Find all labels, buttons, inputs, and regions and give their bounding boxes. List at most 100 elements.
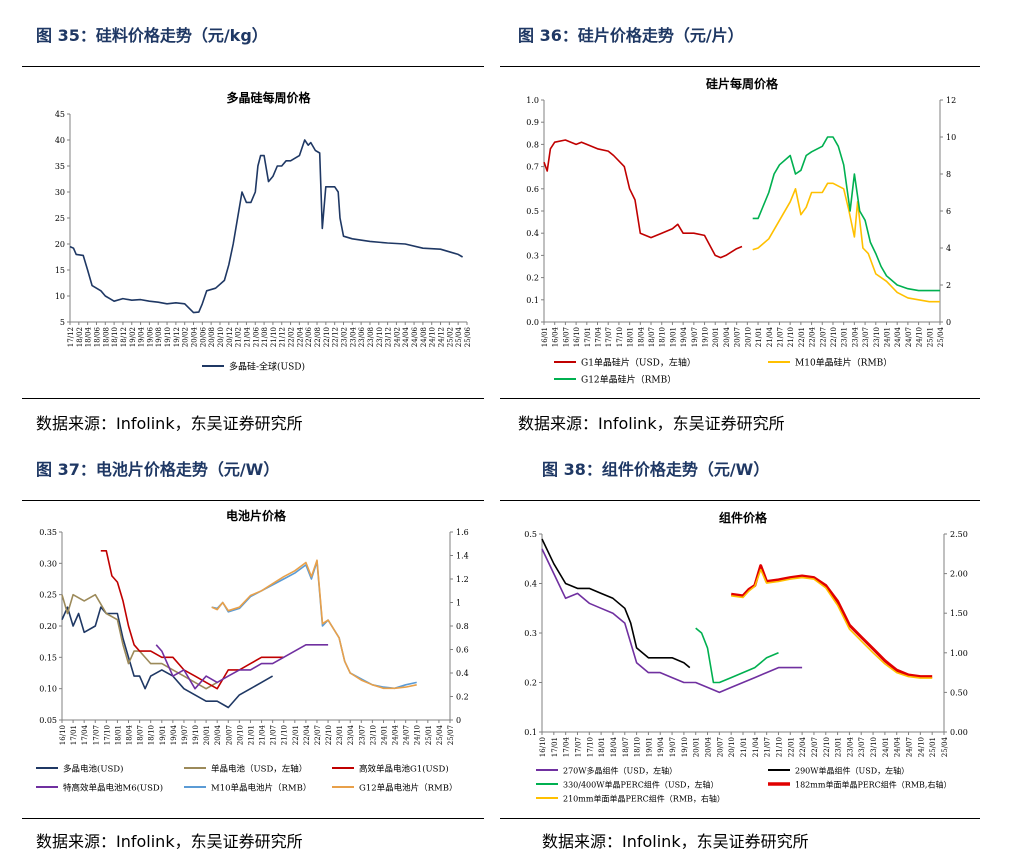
x-tick-label: 23/12 bbox=[385, 327, 393, 347]
x-tick-label: 18/07 bbox=[622, 737, 630, 757]
y2-tick-label: 8 bbox=[946, 170, 951, 179]
legend-label: G12单晶电池片（RMB） bbox=[359, 783, 457, 794]
y2-tick-label: 1.6 bbox=[456, 528, 469, 537]
legend-label: 特高效单晶电池M6(USD) bbox=[63, 783, 163, 794]
x-tick-label: 21/01 bbox=[247, 725, 255, 745]
x-tick-label: 23/01 bbox=[336, 725, 344, 745]
x-tick-label: 17/07 bbox=[574, 737, 582, 757]
x-tick-label: 23/01 bbox=[841, 327, 849, 347]
y-tick-label: 0.3 bbox=[524, 629, 537, 638]
x-tick-label: 17/07 bbox=[605, 327, 613, 347]
x-tick-label: 21/07 bbox=[764, 737, 772, 757]
series-line-1 bbox=[61, 593, 218, 690]
x-tick-label: 22/10 bbox=[323, 327, 331, 347]
x-tick-label: 22/10 bbox=[325, 725, 333, 745]
x-tick-label: 24/01 bbox=[380, 725, 388, 745]
x-tick-label: 19/07 bbox=[691, 327, 699, 347]
source-rule bbox=[500, 398, 980, 399]
x-tick-label: 19/06 bbox=[146, 326, 154, 347]
x-tick-label: 25/01 bbox=[926, 327, 934, 347]
figure-title: 图 36：硅片价格走势（元/片） bbox=[518, 26, 744, 45]
x-tick-label: 23/07 bbox=[358, 725, 366, 745]
y2-tick-label: 12 bbox=[946, 96, 956, 105]
y-tick-label: 5 bbox=[60, 318, 65, 327]
chart-cell: 电池片价格 0.05 0.10 0.15 0.20 0.25 0.30 0.35 0 0.2 0.4… bbox=[36, 508, 469, 794]
x-tick-label: 18/01 bbox=[114, 725, 122, 745]
x-tick-label: 24/10 bbox=[917, 737, 925, 757]
y-tick-label: 0.25 bbox=[39, 591, 57, 600]
x-tick-label: 22/12 bbox=[332, 327, 340, 347]
x-tick-label: 22/06 bbox=[305, 326, 313, 347]
title-rule bbox=[500, 500, 980, 501]
x-tick-label: 18/02 bbox=[76, 327, 84, 347]
x-tick-label: 19/02 bbox=[129, 327, 137, 347]
x-tick-label: 20/04 bbox=[705, 736, 713, 757]
x-tick-label: 24/10 bbox=[414, 725, 422, 745]
y-tick-label: 0.2 bbox=[524, 679, 537, 688]
y-tick-label: 25 bbox=[55, 214, 65, 223]
chart-wafer: 硅片每周价格 0.0 0.1 0.2 0.3 0.4 0.5 0.6 0.7 0.8 0.9 1.0 0… bbox=[526, 76, 956, 386]
x-tick-label: 18/08 bbox=[102, 327, 110, 347]
x-tick-label: 19/10 bbox=[681, 737, 689, 757]
y-tick-label: 35 bbox=[55, 162, 65, 171]
x-tick-label: 25/04 bbox=[941, 736, 949, 757]
series-line-4 bbox=[731, 568, 933, 679]
y-tick-label: 0.4 bbox=[524, 580, 537, 589]
y2-tick-label: 1.2 bbox=[456, 575, 469, 584]
legend-label: 270W多晶组件（USD，左轴） bbox=[563, 766, 677, 776]
y2-tick-label: 0 bbox=[946, 318, 951, 327]
x-tick-label: 24/04 bbox=[894, 736, 902, 757]
x-tick-label: 20/04 bbox=[191, 326, 199, 347]
x-tick-label: 21/10 bbox=[787, 327, 795, 347]
x-tick-label: 20/07 bbox=[734, 327, 742, 347]
x-tick-label: 20/10 bbox=[728, 737, 736, 757]
x-tick-label: 22/01 bbox=[292, 725, 300, 745]
x-tick-label: 23/07 bbox=[862, 327, 870, 347]
x-tick-label: 18/01 bbox=[627, 327, 635, 347]
y2-tick-label: 0.8 bbox=[456, 622, 469, 631]
x-tick-label: 17/10 bbox=[103, 725, 111, 745]
y-tick-label: 0.05 bbox=[39, 716, 57, 725]
series-line-2 bbox=[100, 550, 284, 690]
series-line-1 bbox=[752, 182, 940, 303]
y-tick-label: 0.30 bbox=[39, 559, 57, 568]
x-tick-label: 19/08 bbox=[155, 327, 163, 347]
legend-label: M10单晶硅片（RMB） bbox=[795, 357, 892, 369]
x-tick-label: 21/04 bbox=[766, 326, 774, 347]
x-tick-label: 23/04 bbox=[851, 326, 859, 347]
series-line-2 bbox=[752, 136, 940, 292]
x-tick-label: 22/07 bbox=[314, 725, 322, 745]
y-tick-label: 0.15 bbox=[39, 653, 57, 662]
x-tick-label: 20/02 bbox=[182, 327, 190, 347]
x-tick-label: 18/12 bbox=[120, 327, 128, 347]
y-tick-label: 0.35 bbox=[39, 528, 57, 537]
x-tick-label: 24/10 bbox=[916, 327, 924, 347]
x-tick-label: 19/04 bbox=[657, 736, 665, 757]
source-rule bbox=[22, 818, 484, 819]
x-tick-label: 24/07 bbox=[905, 327, 913, 347]
x-tick-label: 18/01 bbox=[598, 737, 606, 757]
x-tick-label: 23/04 bbox=[349, 326, 357, 347]
legend-label: 单晶电池（USD，左轴） bbox=[211, 764, 307, 775]
x-tick-label: 17/04 bbox=[81, 724, 89, 745]
x-tick-label: 16/10 bbox=[539, 737, 547, 757]
legend-label: 330/400W单晶PERC组件（USD，左轴） bbox=[563, 780, 718, 790]
x-tick-label: 19/12 bbox=[173, 327, 181, 347]
x-tick-label: 18/04 bbox=[85, 326, 93, 347]
x-tick-label: 20/01 bbox=[712, 327, 720, 347]
x-tick-label: 17/01 bbox=[551, 737, 559, 757]
x-tick-label: 16/10 bbox=[59, 725, 67, 745]
x-tick-label: 21/06 bbox=[252, 326, 260, 347]
x-tick-label: 20/01 bbox=[693, 737, 701, 757]
x-tick-label: 17/10 bbox=[586, 737, 594, 757]
y-tick-label: 0.3 bbox=[526, 251, 539, 260]
x-tick-label: 24/10 bbox=[429, 327, 437, 347]
x-tick-label: 18/10 bbox=[148, 725, 156, 745]
data-source: 数据来源：Infolink，东吴证券研究所 bbox=[36, 414, 303, 433]
x-tick-label: 20/10 bbox=[744, 327, 752, 347]
x-tick-label: 21/02 bbox=[235, 327, 243, 347]
x-tick-label: 18/10 bbox=[111, 327, 119, 347]
x-tick-label: 22/04 bbox=[809, 326, 817, 347]
x-tick-label: 19/01 bbox=[669, 327, 677, 347]
